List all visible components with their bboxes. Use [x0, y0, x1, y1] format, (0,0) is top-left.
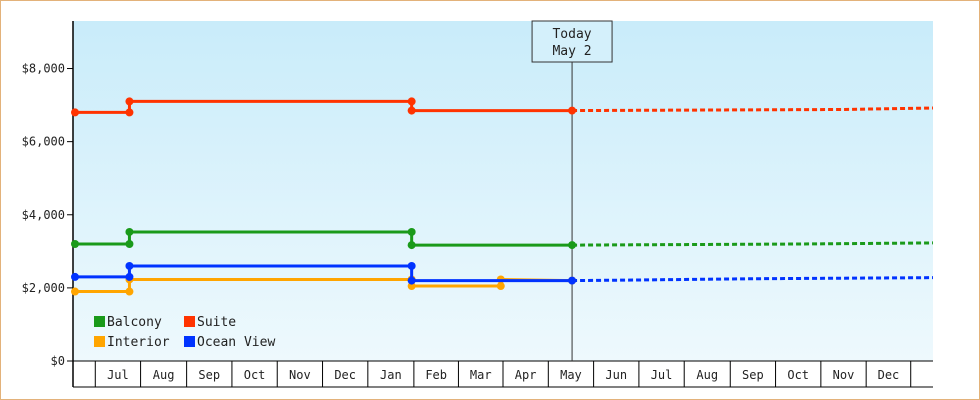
- data-point-balcony: [407, 227, 416, 236]
- series-line-balcony: [73, 230, 573, 247]
- y-tick-label: $4,000: [22, 208, 65, 222]
- axes: $0 $2,000 $4,000 $6,000 $8,000 Jul Aug Sep Oct No…: [22, 21, 933, 388]
- data-point-ocean-view: [125, 261, 134, 270]
- data-point-suite: [125, 108, 134, 117]
- y-tick-label: $6,000: [22, 135, 65, 149]
- x-tick-label: Feb: [425, 368, 447, 382]
- today-label-box: [531, 20, 613, 63]
- data-point-balcony: [71, 240, 79, 249]
- data-point-ocean-view: [407, 261, 416, 270]
- data-point-suite: [125, 97, 134, 106]
- legend-label-ocean-view: Ocean View: [197, 335, 275, 350]
- data-point-suite: [407, 106, 416, 115]
- data-point-balcony: [125, 240, 134, 249]
- y-tick-label: $2,000: [22, 281, 65, 295]
- x-tick-label: Dec: [878, 368, 900, 382]
- x-tick-label: Nov: [833, 368, 855, 382]
- legend-label-interior: Interior: [107, 335, 170, 350]
- x-tick-label: Jan: [380, 368, 402, 382]
- x-tick-label: Aug: [696, 368, 718, 382]
- x-tick-label: Aug: [153, 368, 175, 382]
- plot-background: [73, 21, 933, 361]
- series-line-ocean-view: [73, 264, 573, 283]
- x-tick-label: Jul: [107, 368, 129, 382]
- data-point-interior: [71, 287, 79, 296]
- data-point-ocean-view: [407, 276, 416, 285]
- legend-label-suite: Suite: [197, 315, 236, 330]
- today-label: Today: [552, 27, 591, 42]
- today-marker: Today May 2: [531, 20, 613, 361]
- legend-swatch-suite: [184, 316, 195, 327]
- x-tick-label: May: [560, 368, 582, 382]
- data-point-ocean-view: [568, 276, 577, 285]
- today-date-label: May 2: [552, 44, 591, 59]
- data-point-balcony: [125, 227, 134, 236]
- data-point-ocean-view: [71, 272, 79, 281]
- data-point-balcony: [407, 241, 416, 250]
- series-forecast-suite: [572, 106, 934, 113]
- legend-label-balcony: Balcony: [107, 315, 162, 330]
- series-line-suite: [73, 99, 573, 114]
- series-lines: [71, 97, 934, 296]
- data-point-interior: [125, 287, 134, 296]
- x-tick-label: Oct: [244, 368, 266, 382]
- x-tick-label: Dec: [334, 368, 356, 382]
- legend-swatch-interior: [94, 336, 105, 347]
- data-point-suite: [568, 106, 577, 115]
- data-point-balcony: [568, 241, 577, 250]
- data-point-suite: [71, 108, 79, 117]
- y-tick-label: $0: [51, 354, 65, 368]
- y-tick-label: $8,000: [22, 62, 65, 76]
- x-tick-label: Sep: [742, 368, 764, 382]
- x-tick-label: Sep: [198, 368, 220, 382]
- x-tick-label: Nov: [289, 368, 311, 382]
- data-point-suite: [407, 97, 416, 106]
- legend: Balcony Suite Interior Ocean View: [94, 315, 275, 350]
- series-forecast-ocean-view: [572, 276, 934, 283]
- data-point-interior: [496, 282, 505, 291]
- x-tick-label: Mar: [470, 368, 492, 382]
- series-forecast-balcony: [572, 241, 934, 247]
- legend-swatch-balcony: [94, 316, 105, 327]
- legend-swatch-ocean-view: [184, 336, 195, 347]
- x-tick-label: Jul: [651, 368, 673, 382]
- x-tick-label: Oct: [787, 368, 809, 382]
- x-tick-label: Apr: [515, 368, 537, 382]
- data-point-interior: [407, 282, 416, 291]
- x-tick-label: Jun: [605, 368, 627, 382]
- data-point-ocean-view: [125, 272, 134, 281]
